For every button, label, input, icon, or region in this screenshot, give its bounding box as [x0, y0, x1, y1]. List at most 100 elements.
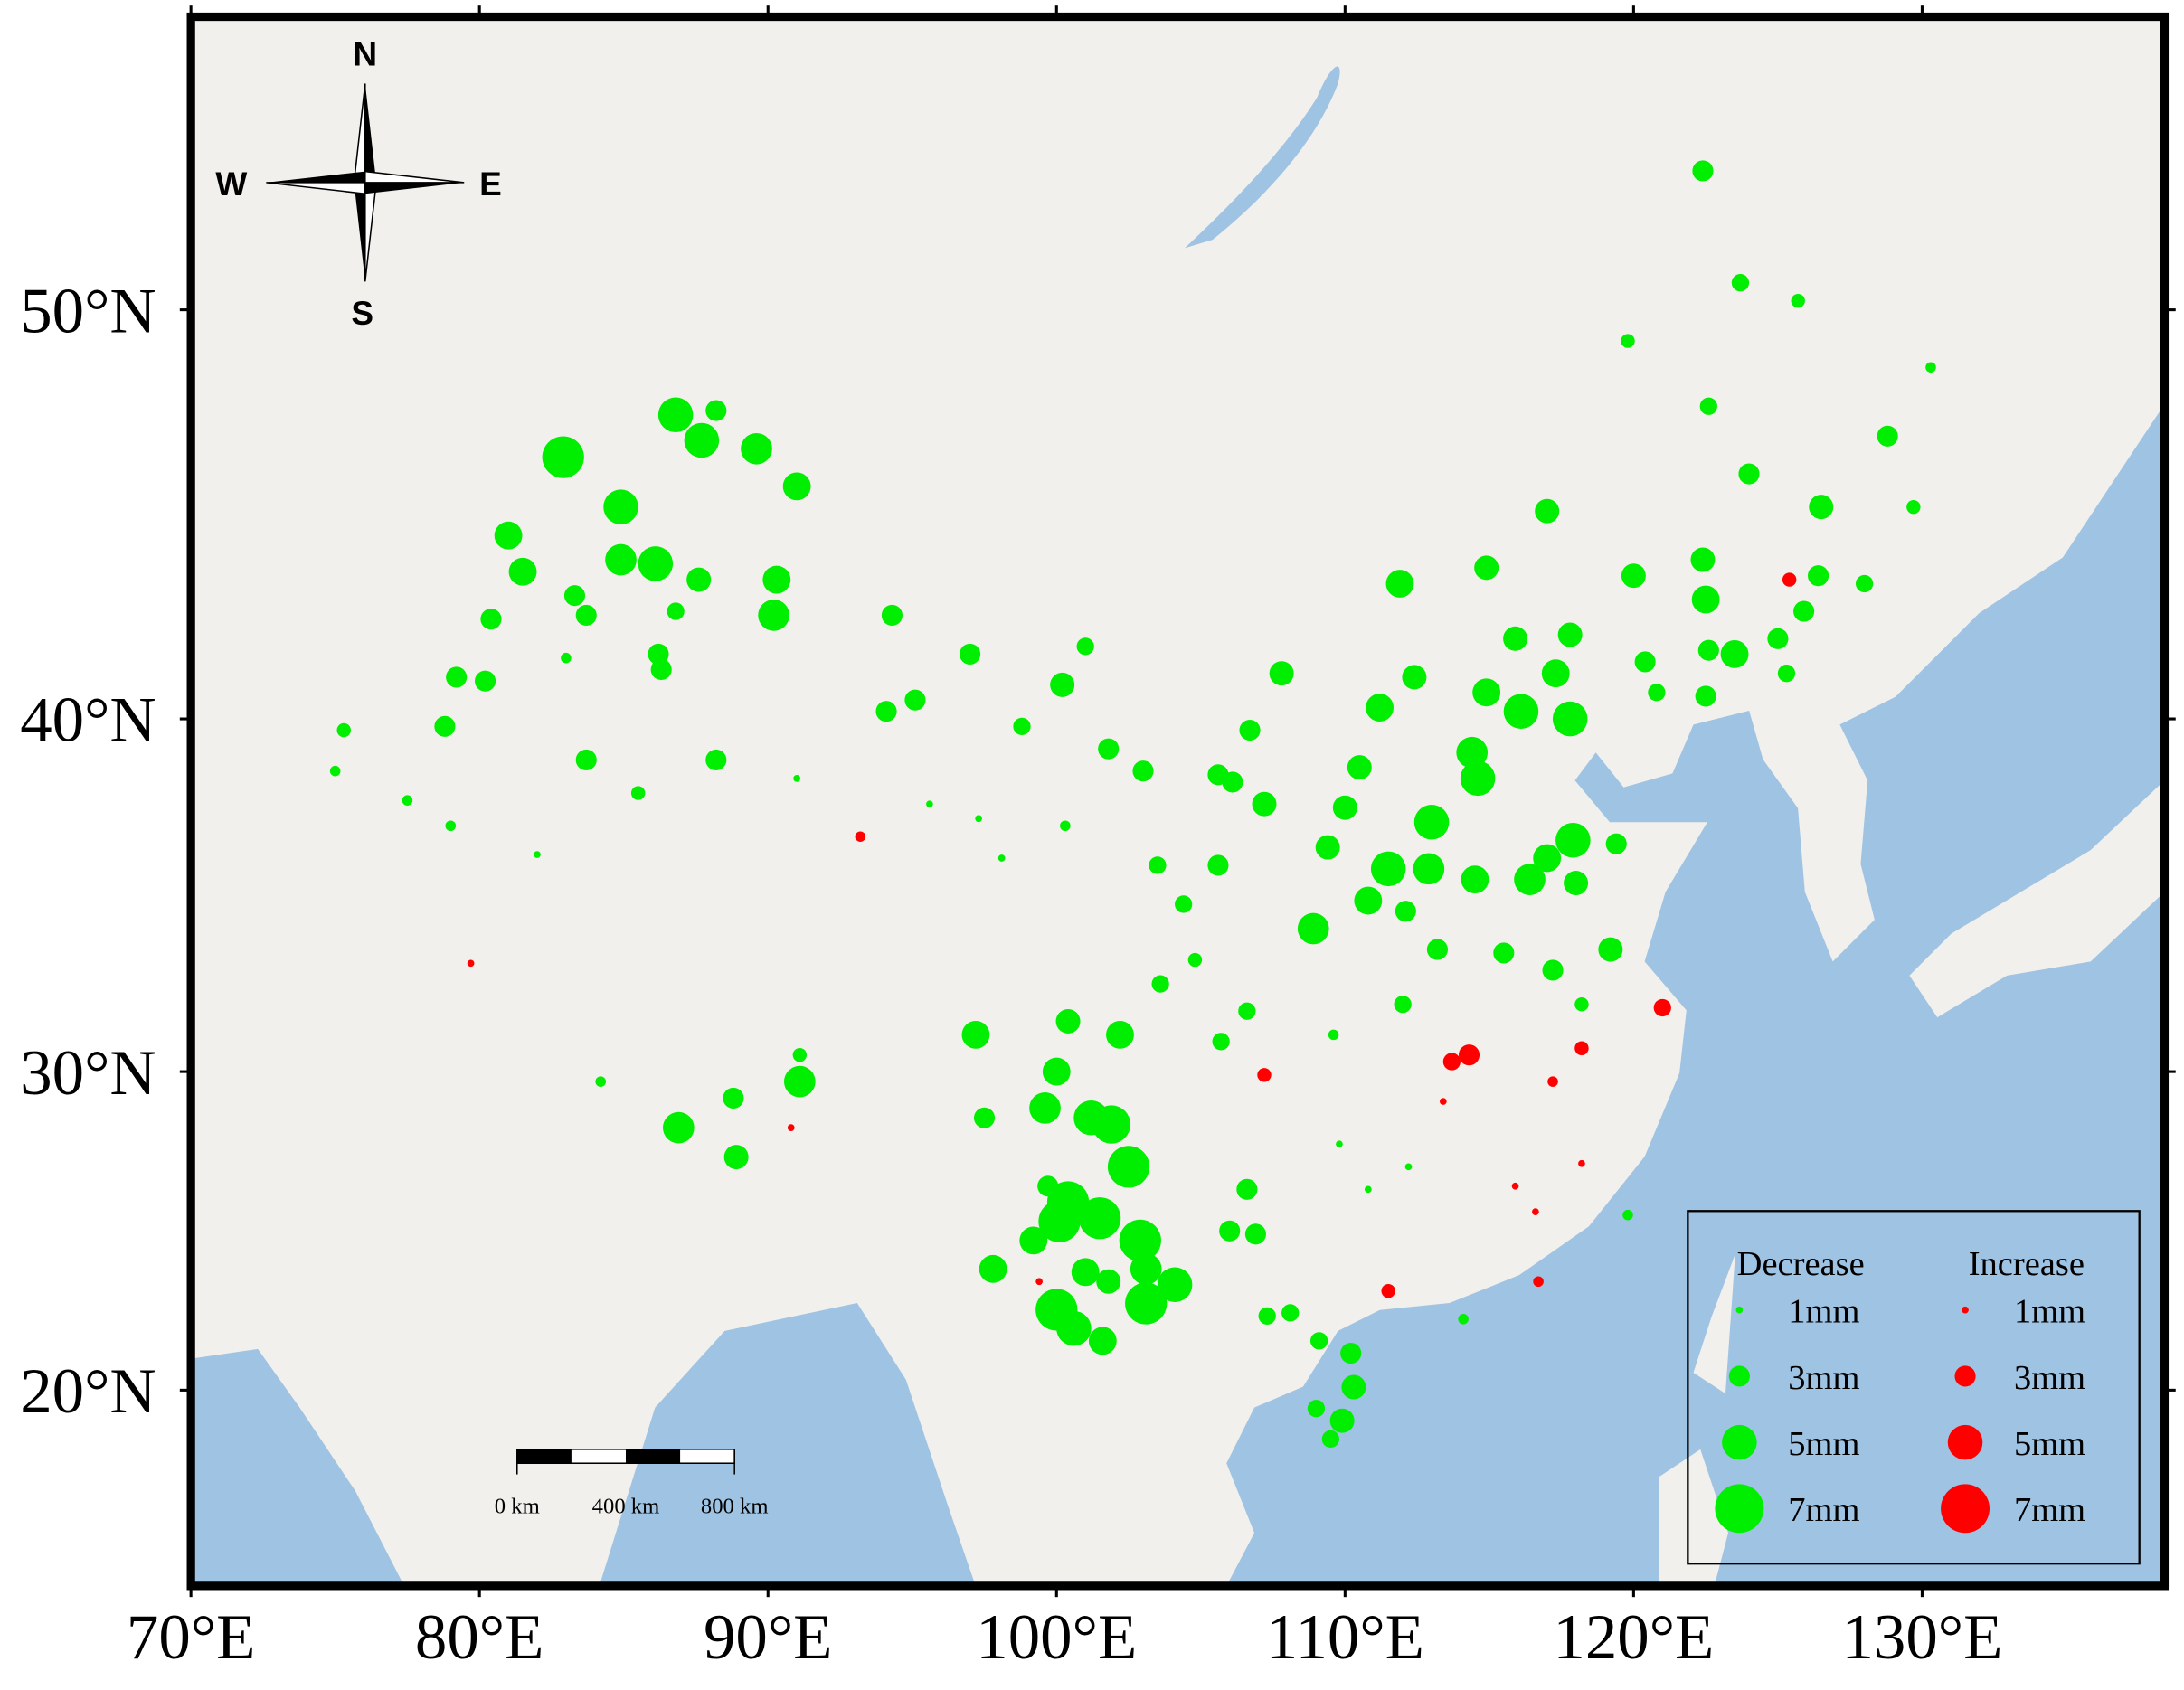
station	[1042, 1057, 1071, 1086]
station	[684, 422, 720, 458]
station	[979, 1254, 1007, 1283]
station	[1341, 1374, 1366, 1400]
station	[1906, 499, 1921, 515]
station	[1347, 755, 1372, 780]
station	[1098, 738, 1120, 760]
station	[1598, 937, 1623, 962]
station	[1092, 1105, 1131, 1144]
station	[445, 820, 457, 832]
station	[1239, 719, 1261, 741]
station	[1175, 895, 1193, 913]
legend-symbol	[1735, 1306, 1744, 1314]
y-tick-label: 40°N	[20, 685, 156, 756]
station	[1157, 1267, 1193, 1303]
station	[762, 565, 791, 594]
scale-bar: 0 km 400 km 800 km	[495, 1449, 768, 1519]
legend-label: 5mm	[2014, 1425, 2085, 1463]
x-tick-label: 120°E	[1553, 1602, 1714, 1673]
station	[1442, 1053, 1461, 1071]
legend-label: 1mm	[1788, 1293, 1859, 1331]
station	[1605, 833, 1627, 854]
legend-label: 3mm	[2014, 1359, 2085, 1397]
station	[1514, 864, 1546, 895]
station	[1096, 1269, 1121, 1294]
station	[1151, 975, 1169, 993]
station	[1269, 661, 1294, 686]
y-tick-label: 50°N	[20, 276, 156, 346]
station	[1354, 886, 1383, 915]
station	[480, 609, 502, 630]
station	[1690, 547, 1716, 572]
station	[1336, 1140, 1343, 1148]
station	[1207, 854, 1229, 876]
station	[1413, 853, 1445, 885]
station	[1426, 939, 1448, 960]
legend-label: 1mm	[2014, 1293, 2085, 1331]
station	[1648, 684, 1666, 702]
legend-label: 3mm	[1788, 1359, 1859, 1397]
legend-label: 5mm	[1788, 1425, 1859, 1463]
legend-symbol	[1941, 1484, 1990, 1534]
station	[1252, 791, 1277, 817]
station	[1503, 626, 1528, 651]
station	[1132, 760, 1154, 782]
station	[1257, 1068, 1272, 1082]
station	[1564, 871, 1589, 896]
station	[723, 1145, 749, 1170]
x-tick-label: 130°E	[1841, 1602, 2002, 1673]
station	[1731, 274, 1750, 292]
station	[662, 1111, 695, 1144]
station	[508, 557, 537, 586]
y-tick-label: 30°N	[20, 1038, 156, 1109]
station	[1439, 1098, 1447, 1105]
station	[1695, 685, 1716, 707]
legend-symbol	[1728, 1365, 1750, 1387]
station	[1107, 1146, 1150, 1188]
station	[630, 786, 646, 800]
station	[1281, 1304, 1300, 1322]
station	[1307, 1400, 1326, 1418]
station	[1699, 397, 1717, 415]
frame	[186, 12, 2170, 1591]
station	[1777, 665, 1796, 683]
station	[1413, 804, 1450, 840]
station	[1793, 600, 1815, 622]
station	[1542, 959, 1564, 981]
station	[1297, 912, 1329, 945]
station	[1056, 1310, 1092, 1346]
station	[402, 795, 413, 806]
station	[1456, 736, 1489, 769]
station	[904, 689, 926, 711]
station	[1315, 835, 1340, 860]
sea	[191, 66, 2165, 1586]
compass-label: E	[479, 165, 502, 203]
station	[758, 600, 789, 631]
station	[1328, 1029, 1339, 1041]
station	[1533, 1276, 1544, 1288]
station	[1402, 665, 1427, 690]
station	[563, 585, 586, 607]
station	[1578, 1159, 1585, 1167]
station	[650, 658, 672, 681]
x-tick-label: 90°E	[704, 1602, 833, 1673]
station	[657, 397, 694, 433]
station	[1071, 1258, 1100, 1287]
station	[1720, 640, 1749, 668]
station	[1079, 1197, 1121, 1240]
legend-label: 7mm	[1788, 1491, 1859, 1529]
compass-label: W	[215, 165, 247, 203]
station	[1370, 851, 1406, 887]
legend-heading: Increase	[1969, 1245, 2085, 1283]
station	[1238, 1002, 1256, 1020]
station	[1038, 1200, 1081, 1242]
legend-box	[1687, 1210, 2141, 1565]
station	[1404, 1163, 1413, 1171]
station	[1050, 672, 1075, 697]
station	[1925, 362, 1936, 373]
compass-label: S	[351, 295, 373, 332]
station	[705, 749, 727, 771]
station	[575, 604, 597, 626]
station	[1035, 1278, 1043, 1286]
station	[1458, 1044, 1480, 1066]
